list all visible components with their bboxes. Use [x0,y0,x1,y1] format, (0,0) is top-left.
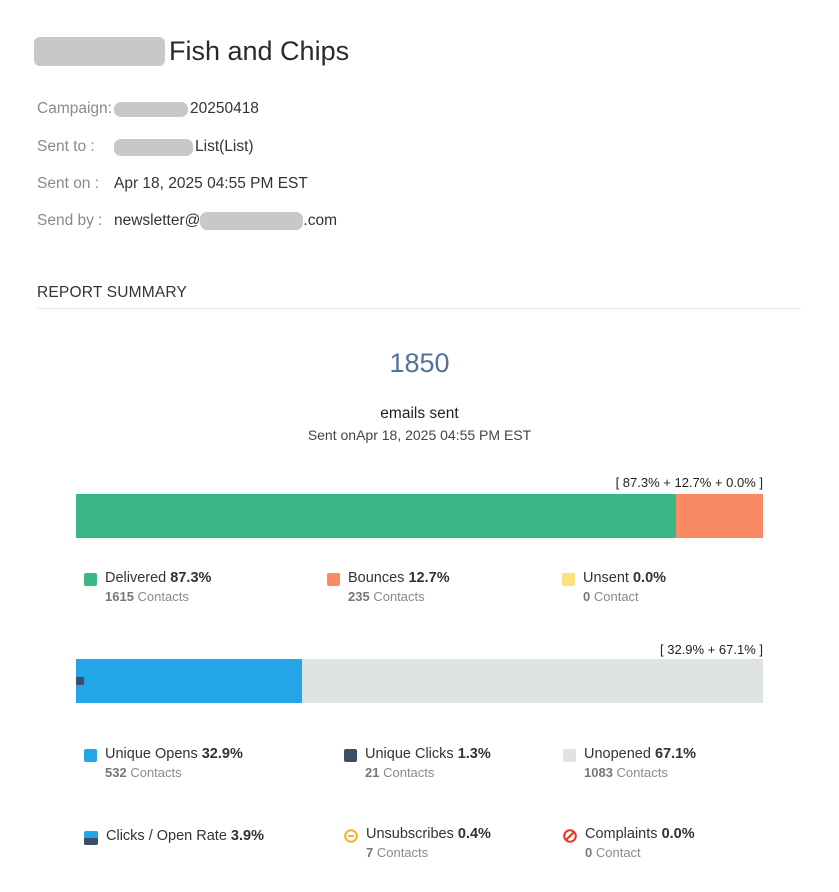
delivery-percent-label: [ 87.3% + 12.7% + 0.0% ] [615,475,763,490]
divider [37,308,801,309]
page-title: Fish and Chips [169,36,350,66]
legend-unit: Contacts [376,845,429,860]
legend-name: Unsubscribes [366,826,454,842]
redacted-block [113,101,188,117]
legend-unit: Contacts [130,765,182,780]
unique-opens-swatch [84,749,97,762]
legend-percent: 87.3% [170,570,212,586]
unsent-swatch [562,573,575,586]
prohibited-icon [563,829,577,843]
sent-on-value: Apr 18, 2025 04:55 PM EST [114,175,308,192]
sent-to-label: Sent to : [37,138,95,155]
bar-segment-delivered [76,494,676,538]
legend-complaints: Complaints 0.0% 0 Contact [563,826,695,860]
opens-bar [76,659,763,703]
legend-unit: Contacts [137,589,189,604]
legend-unique-opens: Unique Opens 32.9% 532 Contacts [84,746,243,780]
legend-unsent: Unsent 0.0% 0 Contact [562,570,666,604]
legend-percent: 32.9% [201,746,243,762]
legend-bounces: Bounces 12.7% 235 Contacts [327,570,450,604]
send-by-label: Send by : [37,212,103,229]
legend-name: Clicks / Open Rate [106,828,227,844]
campaign-label: Campaign: [37,100,112,117]
legend-percent: 0.0% [661,826,695,842]
sent-on-label: Sent on : [37,175,100,192]
legend-count: 0 [585,845,593,860]
legend-count: 235 [348,589,370,604]
legend-unit: Contacts [383,765,435,780]
opens-percent-label: [ 32.9% + 67.1% ] [660,642,763,657]
delivered-swatch [84,573,97,586]
delivery-bar [76,494,763,538]
sent-on-subtitle: Sent onApr 18, 2025 04:55 PM EST [307,427,532,443]
legend-count: 7 [366,845,374,860]
bar-segment-opens [76,659,303,703]
bar-segment-unopened [302,659,763,703]
legend-unit: Contacts [616,765,668,780]
bounces-swatch [327,573,340,586]
legend-count: 532 [105,765,127,780]
legend-delivered: Delivered 87.3% 1615 Contacts [84,570,211,604]
redacted-block [200,212,304,230]
bar-segment-bounces [675,494,763,538]
legend-percent: 3.9% [230,828,264,844]
legend-unit: Contact [593,589,639,604]
legend-percent: 0.0% [632,570,667,586]
legend-unopened: Unopened 67.1% 1083 Contacts [563,746,696,780]
legend-name: Complaints [585,826,658,842]
legend-percent: 0.4% [457,826,491,842]
legend-unique-clicks: Unique Clicks 1.3% 21 Contacts [344,746,491,780]
legend-name: Delivered [105,570,167,586]
campaign-title: Fish and Chips [34,36,349,67]
legend-count: 1083 [584,765,613,780]
unopened-swatch [563,749,576,762]
legend-percent: 12.7% [408,570,450,586]
campaign-value: 20250418 [189,100,259,117]
legend-name: Bounces [348,570,405,586]
report-summary-heading: REPORT SUMMARY [37,284,188,301]
emails-sent-label: emails sent [380,405,459,422]
legend-count: 0 [583,589,591,604]
legend-count: 1615 [105,589,134,604]
emails-sent-count: 1850 [389,348,450,378]
redacted-block [34,37,165,66]
minus-circle-icon [344,829,358,843]
legend-unit: Contact [595,845,641,860]
unique-clicks-swatch [344,749,357,762]
legend-name: Unopened [584,746,651,762]
legend-name: Unique Opens [105,746,198,762]
legend-name: Unsent [583,570,629,586]
legend-unsubscribes: Unsubscribes 0.4% 7 Contacts [344,826,491,860]
send-by-suffix: .com [303,212,337,229]
sent-to-value: List(List) [195,138,254,155]
send-by-prefix: newsletter@ [114,212,201,229]
legend-percent: 67.1% [654,746,697,762]
sent-on-row: Sent on : Apr 18, 2025 04:55 PM EST [37,175,308,193]
legend-name: Unique Clicks [365,746,454,762]
legend-percent: 1.3% [457,746,491,762]
legend-count: 21 [365,765,380,780]
half-split-square-icon [84,831,98,845]
legend-unit: Contacts [373,589,425,604]
campaign-row: Campaign: 20250418 [37,100,259,118]
clicks-marker [76,677,84,685]
send-by-row: Send by : newsletter@ .com [37,212,337,230]
legend-click-open-rate: Clicks / Open Rate 3.9% [84,828,264,845]
redacted-block [114,138,193,156]
sent-to-row: Sent to : List(List) [37,138,254,156]
